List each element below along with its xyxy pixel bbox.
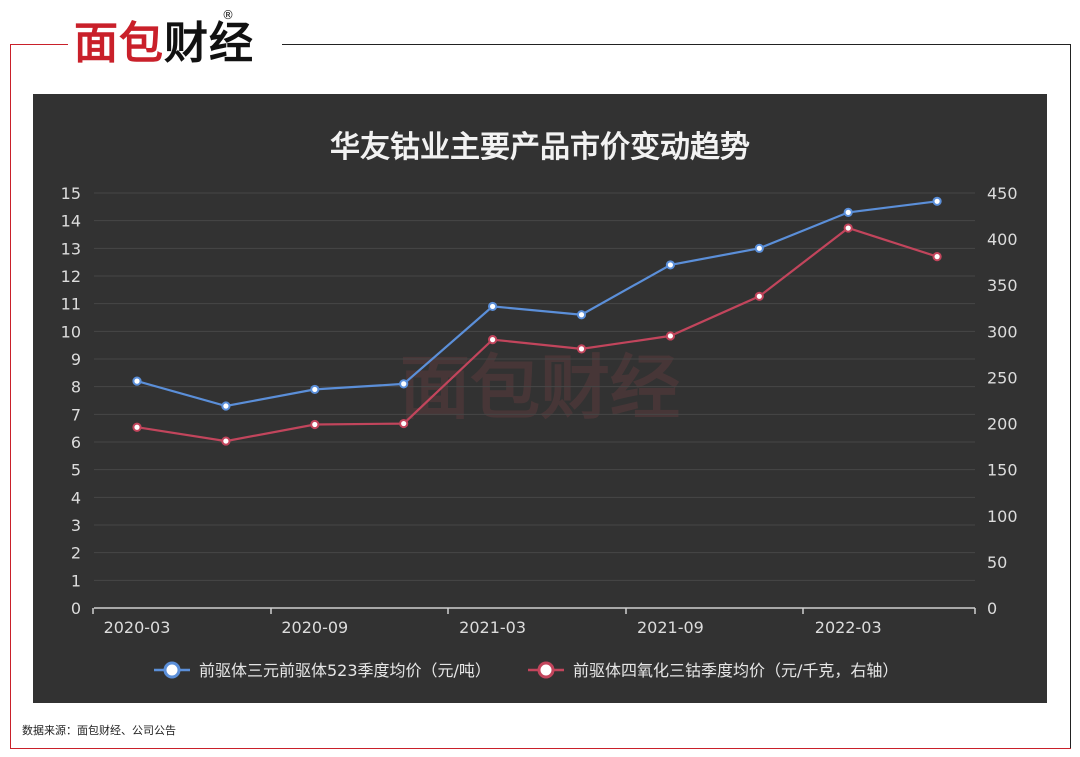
y-left-tick-label: 15 — [61, 184, 81, 203]
y-left-tick-label: 10 — [61, 322, 81, 341]
y-right-tick-label: 400 — [987, 230, 1018, 249]
legend-label-2: 前驱体四氧化三钴季度均价（元/千克，右轴） — [573, 661, 898, 680]
series-1-point — [932, 196, 942, 206]
x-tick-label: 2022-03 — [815, 618, 882, 637]
legend-label-1: 前驱体三元前驱体523季度均价（元/吨） — [199, 661, 491, 680]
series-2-point — [221, 436, 231, 446]
series-2-point — [399, 418, 409, 429]
registered-mark: ® — [222, 8, 234, 22]
series-1-point — [843, 207, 853, 217]
series-2-point — [310, 419, 320, 430]
series-2-point — [665, 331, 676, 341]
frame-right-border — [1070, 44, 1071, 749]
x-tick-label: 2021-03 — [459, 618, 526, 637]
y-right-tick-label: 250 — [987, 368, 1018, 387]
frame-top-left-segment — [10, 44, 68, 45]
series-1-point — [665, 260, 676, 270]
chart-title: 华友钴业主要产品市价变动趋势 — [330, 130, 750, 165]
series-2-point — [576, 344, 587, 354]
y-right-tick-label: 100 — [987, 507, 1018, 526]
y-left-tick-label: 9 — [71, 350, 81, 369]
y-left-tick-label: 6 — [71, 433, 81, 452]
series-2-point — [132, 422, 142, 432]
series-line-1 — [136, 200, 938, 408]
brand-logo: 面包 财经 ® — [74, 8, 280, 74]
series-2-point — [932, 252, 942, 262]
series-line-2 — [136, 226, 938, 443]
series-2-point — [488, 335, 498, 345]
watermark-text: 面包财经 — [400, 347, 680, 429]
y-right-tick-label: 450 — [987, 184, 1018, 203]
y-left-tick-label: 7 — [71, 405, 81, 424]
y-right-tick-label: 300 — [987, 322, 1018, 341]
logo-text-red: 面包 — [74, 18, 164, 69]
frame-top-right-segment — [282, 44, 1071, 45]
series-1-point — [221, 401, 231, 411]
x-tick-label: 2021-09 — [637, 618, 704, 637]
x-tick-label: 2020-03 — [104, 618, 171, 637]
series-2-point — [843, 223, 853, 233]
y-left-tick-label: 0 — [71, 599, 81, 618]
y-left-tick-label: 2 — [71, 544, 81, 563]
y-left-tick-label: 14 — [61, 212, 81, 231]
series-1-point — [488, 301, 498, 312]
legend-marker-1 — [163, 661, 181, 679]
y-right-tick-label: 150 — [987, 461, 1018, 480]
y-right-tick-label: 50 — [987, 553, 1007, 572]
series-1-point — [132, 376, 142, 386]
y-left-tick-label: 13 — [61, 239, 81, 258]
x-tick-label: 2020-09 — [281, 618, 348, 637]
series-1-point — [754, 243, 764, 253]
series-1-point — [399, 379, 409, 389]
series-1-point — [310, 384, 320, 395]
legend-marker-2 — [537, 661, 555, 679]
series-1-point — [576, 310, 587, 320]
y-left-tick-label: 8 — [71, 378, 81, 397]
y-left-tick-label: 12 — [61, 267, 81, 286]
y-right-tick-label: 350 — [987, 276, 1018, 295]
y-right-tick-label: 0 — [987, 599, 997, 618]
y-right-tick-label: 200 — [987, 415, 1018, 434]
series-2-point — [754, 291, 764, 301]
source-note: 数据来源：面包财经、公司公告 — [22, 724, 176, 737]
y-left-tick-label: 1 — [71, 571, 81, 590]
y-left-tick-label: 11 — [61, 295, 81, 314]
y-left-tick-label: 4 — [71, 488, 81, 507]
logo-text-black: 财经 — [164, 18, 254, 69]
frame-bottom-border — [10, 748, 1071, 749]
y-left-tick-label: 5 — [71, 461, 81, 480]
y-left-tick-label: 3 — [71, 516, 81, 535]
frame-left-border — [10, 44, 11, 749]
